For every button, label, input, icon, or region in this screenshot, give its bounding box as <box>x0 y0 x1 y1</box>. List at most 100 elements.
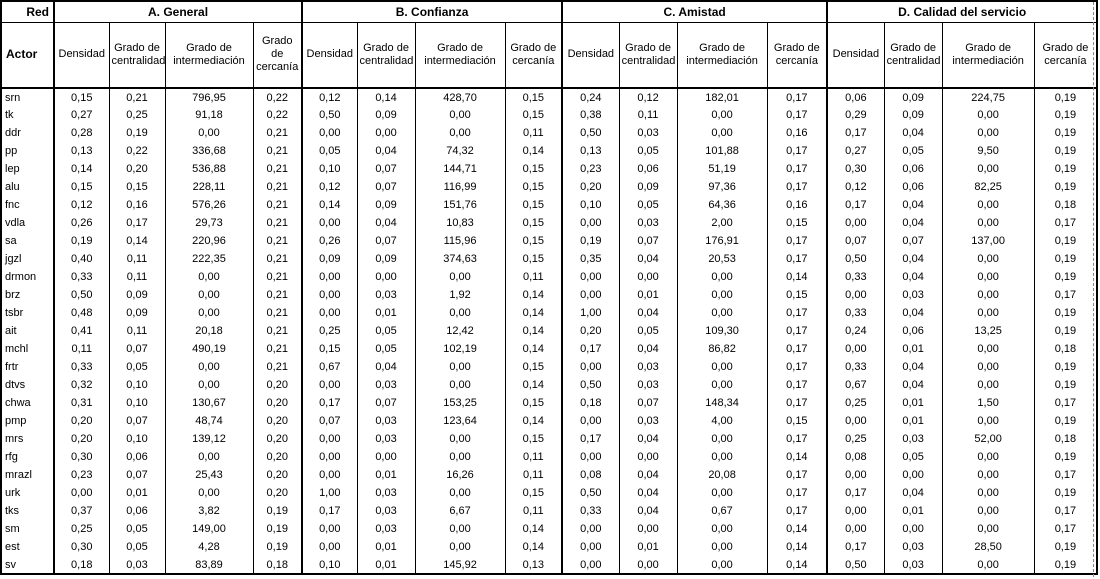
value-cell: 0,06 <box>883 322 943 340</box>
value-cell: 0,28 <box>53 124 109 142</box>
value-cell: 0,04 <box>883 484 943 502</box>
value-cell: 115,96 <box>414 232 506 250</box>
value-cell: 0,00 <box>301 448 358 466</box>
value-cell: 0,12 <box>826 178 885 196</box>
value-cell: 139,12 <box>164 430 253 448</box>
value-cell: 0,15 <box>766 412 828 430</box>
value-cell: 0,22 <box>108 142 165 160</box>
value-cell: 0,00 <box>301 124 358 142</box>
table-row: urk 0,00 0,01 0,00 0,20 1,00 0,03 0,00 0,15 0,50 0… <box>1 484 1098 502</box>
value-cell: 0,20 <box>252 448 303 466</box>
value-cell: 0,22 <box>252 106 303 124</box>
value-cell: 0,15 <box>108 178 165 196</box>
value-cell: 0,33 <box>826 268 885 286</box>
value-cell: 0,19 <box>1033 412 1098 430</box>
value-cell: 0,14 <box>504 376 563 394</box>
value-cell: 0,17 <box>826 196 885 214</box>
value-cell: 0,19 <box>1033 160 1098 178</box>
value-cell: 0,20 <box>53 430 109 448</box>
value-cell: 0,00 <box>941 448 1035 466</box>
value-cell: 0,00 <box>301 376 358 394</box>
value-cell: 101,88 <box>676 142 768 160</box>
value-cell: 0,05 <box>883 448 943 466</box>
value-cell: 0,05 <box>883 142 943 160</box>
value-cell: 0,50 <box>53 286 109 304</box>
table-row: jgzl 0,40 0,11 222,35 0,21 0,09 0,09 374,63 0,15… <box>1 250 1098 268</box>
value-cell: 0,19 <box>1033 232 1098 250</box>
metric-header-1-2: Grado de centralidad <box>108 22 165 89</box>
value-cell: 0,15 <box>53 88 109 106</box>
value-cell: 74,32 <box>414 142 506 160</box>
value-cell: 0,50 <box>561 124 620 142</box>
metric-header-2-1: Densidad <box>301 22 358 89</box>
metric-header-2-3: Grado de intermediación <box>414 22 506 89</box>
value-cell: 0,00 <box>676 268 768 286</box>
value-cell: 0,15 <box>766 286 828 304</box>
value-cell: 0,17 <box>561 430 620 448</box>
value-cell: 0,17 <box>766 178 828 196</box>
value-cell: 0,00 <box>561 412 620 430</box>
value-cell: 0,00 <box>561 520 620 538</box>
value-cell: 0,19 <box>1033 88 1098 106</box>
value-cell: 0,14 <box>766 556 828 574</box>
value-cell: 20,08 <box>676 466 768 484</box>
value-cell: 0,37 <box>53 502 109 520</box>
value-cell: 4,00 <box>676 412 768 430</box>
value-cell: 0,20 <box>252 412 303 430</box>
actor-cell: drmon <box>5 271 37 283</box>
value-cell: 0,05 <box>618 142 678 160</box>
value-cell: 6,67 <box>414 502 506 520</box>
value-cell: 0,00 <box>941 520 1035 538</box>
value-cell: 0,30 <box>826 160 885 178</box>
value-cell: 0,30 <box>53 448 109 466</box>
value-cell: 0,21 <box>252 196 303 214</box>
value-cell: 490,19 <box>164 340 253 358</box>
value-cell: 0,00 <box>826 214 885 232</box>
value-cell: 0,07 <box>356 178 416 196</box>
value-cell: 0,14 <box>504 322 563 340</box>
value-cell: 0,03 <box>356 502 416 520</box>
value-cell: 0,01 <box>883 394 943 412</box>
value-cell: 102,19 <box>414 340 506 358</box>
value-cell: 220,96 <box>164 232 253 250</box>
value-cell: 0,19 <box>1033 538 1098 556</box>
value-cell: 0,03 <box>618 358 678 376</box>
value-cell: 0,21 <box>252 304 303 322</box>
value-cell: 0,15 <box>504 214 563 232</box>
value-cell: 0,00 <box>941 106 1035 124</box>
value-cell: 0,04 <box>883 196 943 214</box>
value-cell: 0,03 <box>356 376 416 394</box>
table-row: pp 0,13 0,22 336,68 0,21 0,05 0,04 74,32 0,14 0,1… <box>1 142 1098 160</box>
value-cell: 0,00 <box>53 484 109 502</box>
value-cell: 0,00 <box>676 106 768 124</box>
value-cell: 0,00 <box>676 556 768 574</box>
metric-header-1-1: Densidad <box>53 22 109 89</box>
value-cell: 0,22 <box>252 88 303 106</box>
value-cell: 0,15 <box>504 88 563 106</box>
table-row: fnc 0,12 0,16 576,26 0,21 0,14 0,09 151,76 0,15 0… <box>1 196 1098 214</box>
value-cell: 0,17 <box>1033 394 1098 412</box>
value-cell: 48,74 <box>164 412 253 430</box>
value-cell: 0,40 <box>53 250 109 268</box>
value-cell: 0,00 <box>941 358 1035 376</box>
value-cell: 0,14 <box>504 286 563 304</box>
value-cell: 374,63 <box>414 250 506 268</box>
value-cell: 0,67 <box>826 376 885 394</box>
value-cell: 536,88 <box>164 160 253 178</box>
value-cell: 0,03 <box>618 412 678 430</box>
table-row: mrs 0,20 0,10 139,12 0,20 0,00 0,03 0,00 0,15 0,1… <box>1 430 1098 448</box>
value-cell: 0,50 <box>561 376 620 394</box>
value-cell: 0,21 <box>252 250 303 268</box>
actor-cell: vdla <box>5 217 26 229</box>
value-cell: 10,83 <box>414 214 506 232</box>
header-row-metrics: Actor Densidad Grado de centralidad Grado d… <box>1 22 1098 89</box>
value-cell: 0,03 <box>356 520 416 538</box>
value-cell: 0,00 <box>941 484 1035 502</box>
value-cell: 0,05 <box>108 520 165 538</box>
value-cell: 0,14 <box>504 520 563 538</box>
value-cell: 0,13 <box>561 142 620 160</box>
value-cell: 116,99 <box>414 178 506 196</box>
value-cell: 0,14 <box>766 448 828 466</box>
value-cell: 0,00 <box>826 340 885 358</box>
value-cell: 0,38 <box>561 106 620 124</box>
